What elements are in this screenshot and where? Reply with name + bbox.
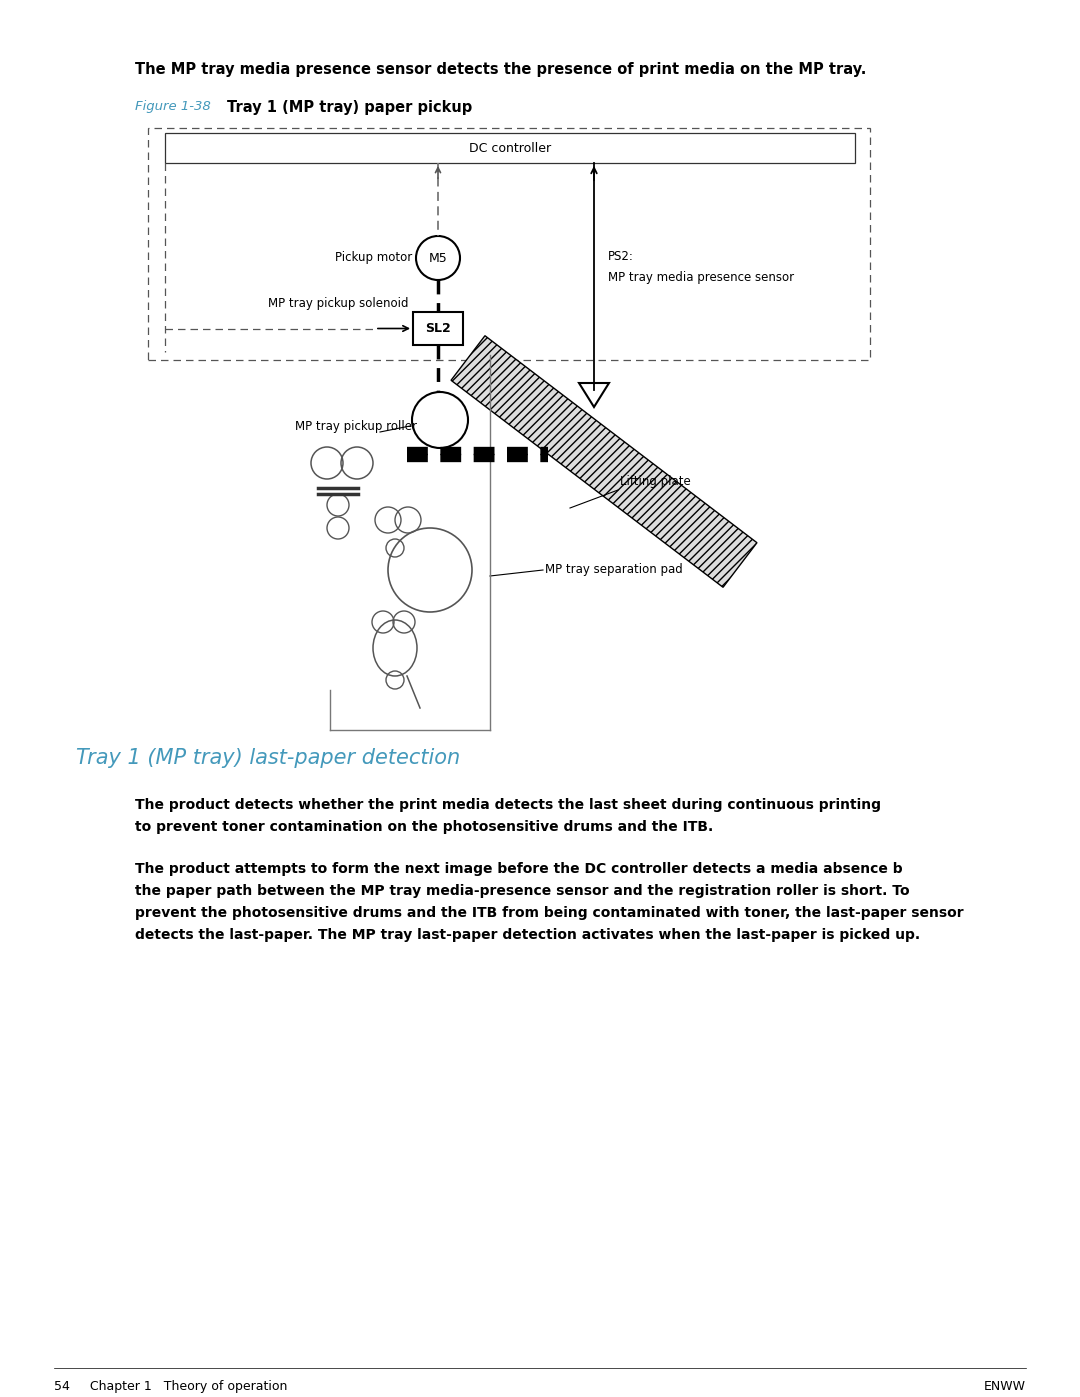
Text: DC controller: DC controller bbox=[469, 141, 551, 155]
Text: to prevent toner contamination on the photosensitive drums and the ITB.: to prevent toner contamination on the ph… bbox=[135, 820, 713, 834]
Text: M5: M5 bbox=[429, 251, 447, 264]
Text: PS2:: PS2: bbox=[608, 250, 634, 263]
Text: Tray 1 (MP tray) last-paper detection: Tray 1 (MP tray) last-paper detection bbox=[76, 747, 460, 768]
Text: The product detects whether the print media detects the last sheet during contin: The product detects whether the print me… bbox=[135, 798, 881, 812]
Text: the paper path between the MP tray media-presence sensor and the registration ro: the paper path between the MP tray media… bbox=[135, 884, 909, 898]
Text: MP tray pickup solenoid: MP tray pickup solenoid bbox=[268, 298, 408, 310]
Text: 54     Chapter 1   Theory of operation: 54 Chapter 1 Theory of operation bbox=[54, 1380, 287, 1393]
Text: Lifting plate: Lifting plate bbox=[620, 475, 691, 488]
Text: Figure 1-38: Figure 1-38 bbox=[135, 101, 211, 113]
Text: ENWW: ENWW bbox=[984, 1380, 1026, 1393]
Text: detects the last-paper. The MP tray last-paper detection activates when the last: detects the last-paper. The MP tray last… bbox=[135, 928, 920, 942]
Bar bbox=[148, 129, 870, 360]
Text: MP tray media presence sensor: MP tray media presence sensor bbox=[608, 271, 794, 284]
Text: prevent the photosensitive drums and the ITB from being contaminated with toner,: prevent the photosensitive drums and the… bbox=[135, 907, 963, 921]
Text: SL2: SL2 bbox=[426, 321, 450, 335]
Text: The MP tray media presence sensor detects the presence of print media on the MP : The MP tray media presence sensor detect… bbox=[135, 61, 866, 77]
Text: Pickup motor: Pickup motor bbox=[335, 251, 411, 264]
Polygon shape bbox=[451, 335, 757, 587]
Text: Tray 1 (MP tray) paper pickup: Tray 1 (MP tray) paper pickup bbox=[227, 101, 472, 115]
Text: MP tray pickup roller: MP tray pickup roller bbox=[295, 420, 417, 433]
Text: The product attempts to form the next image before the DC controller detects a m: The product attempts to form the next im… bbox=[135, 862, 903, 876]
Bar bbox=[165, 133, 855, 163]
Bar bbox=[413, 312, 463, 345]
Text: MP tray separation pad: MP tray separation pad bbox=[545, 563, 683, 577]
